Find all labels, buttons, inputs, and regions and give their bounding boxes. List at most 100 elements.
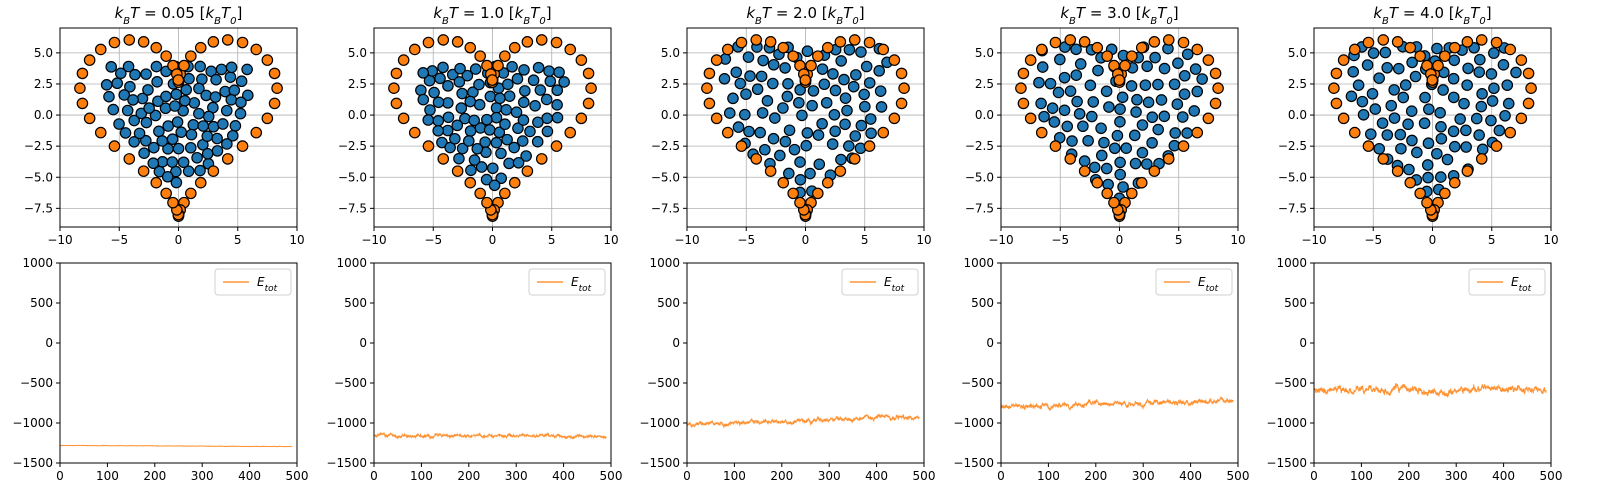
boundary-particle	[1461, 36, 1474, 48]
interior-particle	[417, 67, 429, 79]
interior-particle	[804, 167, 816, 180]
legend: Etot	[841, 268, 919, 296]
interior-particle	[468, 154, 481, 166]
interior-particle	[794, 156, 806, 168]
interior-particle	[1437, 84, 1449, 96]
boundary-particle	[585, 82, 597, 94]
interior-particle	[512, 156, 525, 169]
energy-line	[373, 431, 607, 440]
y-tick-label: 500	[1284, 296, 1307, 310]
interior-particle	[201, 147, 214, 160]
interior-particle	[1357, 108, 1370, 121]
interior-particle	[816, 117, 828, 130]
x-tick-label: 300	[1132, 469, 1155, 483]
boundary-particle	[710, 112, 723, 125]
boundary-particle	[575, 112, 588, 125]
interior-particle	[1176, 111, 1189, 123]
boundary-particle	[1078, 165, 1091, 177]
boundary-particle	[508, 176, 521, 189]
y-tick-label: −500	[334, 376, 367, 390]
interior-particle	[849, 130, 862, 142]
legend-box	[528, 268, 606, 296]
interior-particle	[1149, 51, 1161, 64]
interior-particle	[490, 136, 503, 149]
x-tick-label: 400	[1492, 469, 1515, 483]
interior-particle	[107, 103, 120, 116]
interior-particle	[1373, 142, 1386, 155]
interior-particle	[149, 109, 162, 122]
interior-particle	[1061, 120, 1074, 133]
interior-particle	[209, 91, 222, 103]
interior-particle	[1460, 141, 1472, 153]
interior-particle	[801, 127, 814, 139]
interior-particle	[441, 124, 454, 137]
boundary-particle	[268, 97, 281, 110]
interior-particle	[1373, 72, 1385, 84]
interior-particle	[1071, 95, 1083, 108]
interior-particle	[494, 92, 506, 105]
legend: Etot	[528, 268, 606, 296]
interior-particle	[235, 96, 247, 109]
boundary-particle	[582, 97, 595, 110]
interior-particle	[1411, 146, 1423, 159]
interior-particle	[160, 90, 172, 103]
interior-particle	[1188, 105, 1201, 117]
interior-particle	[551, 99, 563, 111]
interior-particle	[119, 127, 132, 139]
interior-particle	[1038, 110, 1050, 123]
boundary-particle	[1330, 67, 1343, 80]
boundary-particle	[1135, 41, 1148, 54]
x-tick-label: 500	[600, 469, 623, 483]
boundary-particle	[1421, 196, 1433, 209]
interior-particle	[783, 124, 796, 137]
y-tick-label: 2.5	[975, 77, 994, 91]
interior-particle	[1046, 102, 1059, 115]
boundary-particle	[701, 82, 713, 94]
interior-particle	[1078, 155, 1091, 167]
interior-particle	[1082, 134, 1094, 147]
interior-particle	[1073, 108, 1086, 120]
interior-particle	[858, 88, 870, 101]
boundary-particle	[1475, 153, 1488, 165]
x-tick-label: 100	[410, 469, 433, 483]
interior-particle	[166, 133, 179, 145]
x-tick-label: 500	[1227, 469, 1250, 483]
interior-particle	[1388, 84, 1400, 96]
boundary-particle	[821, 176, 834, 189]
boundary-particle	[1439, 50, 1451, 62]
interior-particle	[807, 85, 820, 97]
interior-particle	[147, 141, 160, 154]
boundary-particle	[1362, 36, 1375, 49]
boundary-particle	[390, 97, 403, 110]
x-tick-label: 200	[143, 469, 166, 483]
interior-particle	[527, 74, 540, 87]
interior-particle	[1485, 114, 1497, 127]
interior-particle	[193, 82, 205, 95]
boundary-particle	[271, 82, 283, 94]
boundary-particle	[1448, 176, 1461, 189]
boundary-particle	[397, 112, 410, 125]
interior-particle	[793, 96, 805, 109]
interior-particle	[140, 134, 152, 147]
interior-particle	[1100, 162, 1113, 175]
boundary-particle	[185, 50, 197, 62]
interior-particle	[544, 75, 557, 88]
boundary-particle	[805, 59, 817, 72]
boundary-particle	[1126, 50, 1138, 62]
interior-particle	[444, 141, 456, 154]
y-tick-label: −7.5	[1278, 201, 1307, 215]
boundary-particle	[1525, 82, 1537, 94]
interior-particle	[516, 135, 529, 147]
boundary-particle	[167, 196, 179, 209]
interior-particle	[864, 113, 877, 125]
boundary-particle	[464, 41, 477, 54]
interior-particle	[551, 84, 564, 97]
interior-particle	[543, 65, 555, 77]
interior-particle	[200, 89, 212, 102]
boundary-particle	[888, 112, 901, 125]
interior-particle	[177, 156, 190, 169]
y-tick-label: 1000	[22, 256, 53, 270]
interior-particle	[1423, 103, 1435, 116]
interior-particle	[1367, 47, 1380, 59]
boundary-particle	[492, 59, 504, 72]
